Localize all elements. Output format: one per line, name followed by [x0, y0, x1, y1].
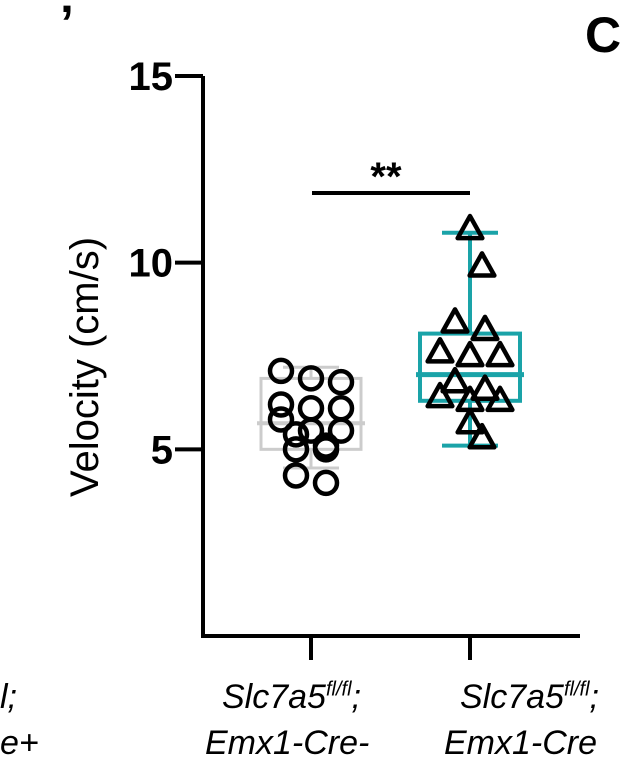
data-point-triangle: [440, 366, 470, 394]
panel-letter: C: [585, 7, 620, 63]
data-point-triangle: [425, 381, 455, 409]
data-point-circle: [327, 368, 355, 396]
data-point-circle: [282, 436, 310, 463]
data-point-circle: [267, 406, 295, 433]
data-point-triangle: [467, 251, 497, 278]
data-point-triangle: [470, 314, 500, 342]
y-axis-label: Velocity (cm/s): [63, 237, 107, 497]
data-point-circle: [327, 417, 355, 444]
left-fragment-line2: e+: [0, 724, 39, 762]
data-point-triangle: [485, 385, 515, 413]
category-label-cre-negative-line2: Emx1-Cre-: [205, 724, 370, 762]
data-point-triangle: [455, 213, 485, 241]
data-point-circle: [297, 365, 325, 392]
data-point-triangle: [485, 340, 515, 368]
data-point-triangle: [455, 407, 485, 435]
data-point-triangle: [425, 337, 455, 364]
y-tick-label-15: 15: [129, 55, 174, 99]
data-point-circle: [282, 421, 310, 448]
box-iqr-1: [418, 331, 522, 403]
data-point-circle: [312, 436, 340, 463]
panel-fragment: ’: [60, 0, 74, 51]
data-point-circle: [327, 395, 355, 422]
left-fragment-line1: l;: [0, 678, 17, 716]
data-point-triangle: [455, 340, 485, 368]
axes: 5 10 15: [129, 55, 580, 660]
category-label-cre-negative: Slc7a5fl/fl;: [222, 678, 361, 716]
data-point-circle: [297, 417, 325, 444]
significance-label: **: [370, 155, 402, 199]
box-iqr-0: [259, 376, 363, 451]
box-plots: [257, 230, 524, 470]
data-point-circle: [282, 462, 310, 489]
data-point-circle: [312, 469, 340, 497]
data-point-circle: [267, 391, 295, 418]
data-points: [267, 213, 515, 497]
data-point-circle: [297, 395, 325, 422]
category-label-cre-positive: Slc7a5fl/fl;: [460, 678, 599, 716]
data-point-triangle: [470, 374, 500, 401]
y-tick-label-5: 5: [151, 428, 173, 472]
y-tick-label-10: 10: [129, 242, 174, 286]
category-label-cre-positive-line2: Emx1-Cre: [444, 724, 598, 762]
data-point-circle: [267, 357, 295, 385]
data-point-triangle: [440, 307, 470, 334]
data-point-triangle: [467, 422, 497, 450]
